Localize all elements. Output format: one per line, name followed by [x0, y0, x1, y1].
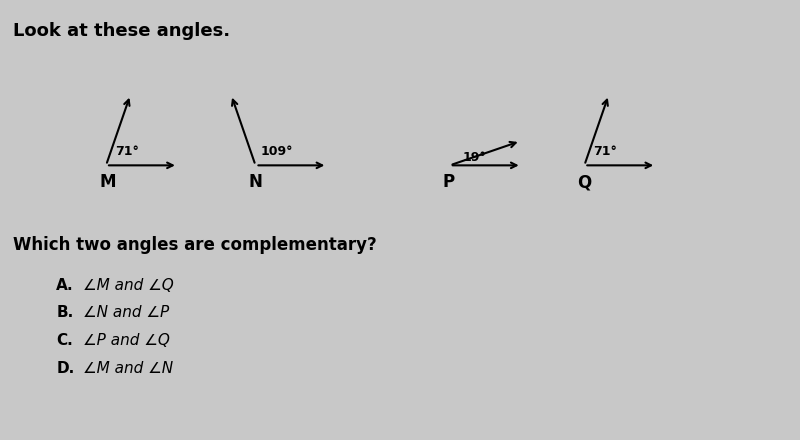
Text: 109°: 109°	[261, 145, 293, 158]
Text: ∠P and ∠Q: ∠P and ∠Q	[83, 333, 170, 348]
Text: Look at these angles.: Look at these angles.	[14, 22, 230, 40]
Text: 71°: 71°	[115, 145, 139, 158]
Text: N: N	[249, 173, 262, 191]
Text: C.: C.	[56, 333, 73, 348]
Text: 19°: 19°	[462, 151, 486, 165]
Text: M: M	[99, 173, 115, 191]
Text: Which two angles are complementary?: Which two angles are complementary?	[14, 236, 377, 254]
Text: ∠M and ∠N: ∠M and ∠N	[83, 361, 174, 376]
Text: ∠N and ∠P: ∠N and ∠P	[83, 305, 170, 320]
Text: Q: Q	[578, 173, 592, 191]
Text: A.: A.	[56, 278, 74, 293]
Text: 71°: 71°	[594, 145, 618, 158]
Text: P: P	[443, 173, 455, 191]
Text: ∠M and ∠Q: ∠M and ∠Q	[83, 278, 174, 293]
Text: B.: B.	[56, 305, 74, 320]
Text: D.: D.	[56, 361, 74, 376]
